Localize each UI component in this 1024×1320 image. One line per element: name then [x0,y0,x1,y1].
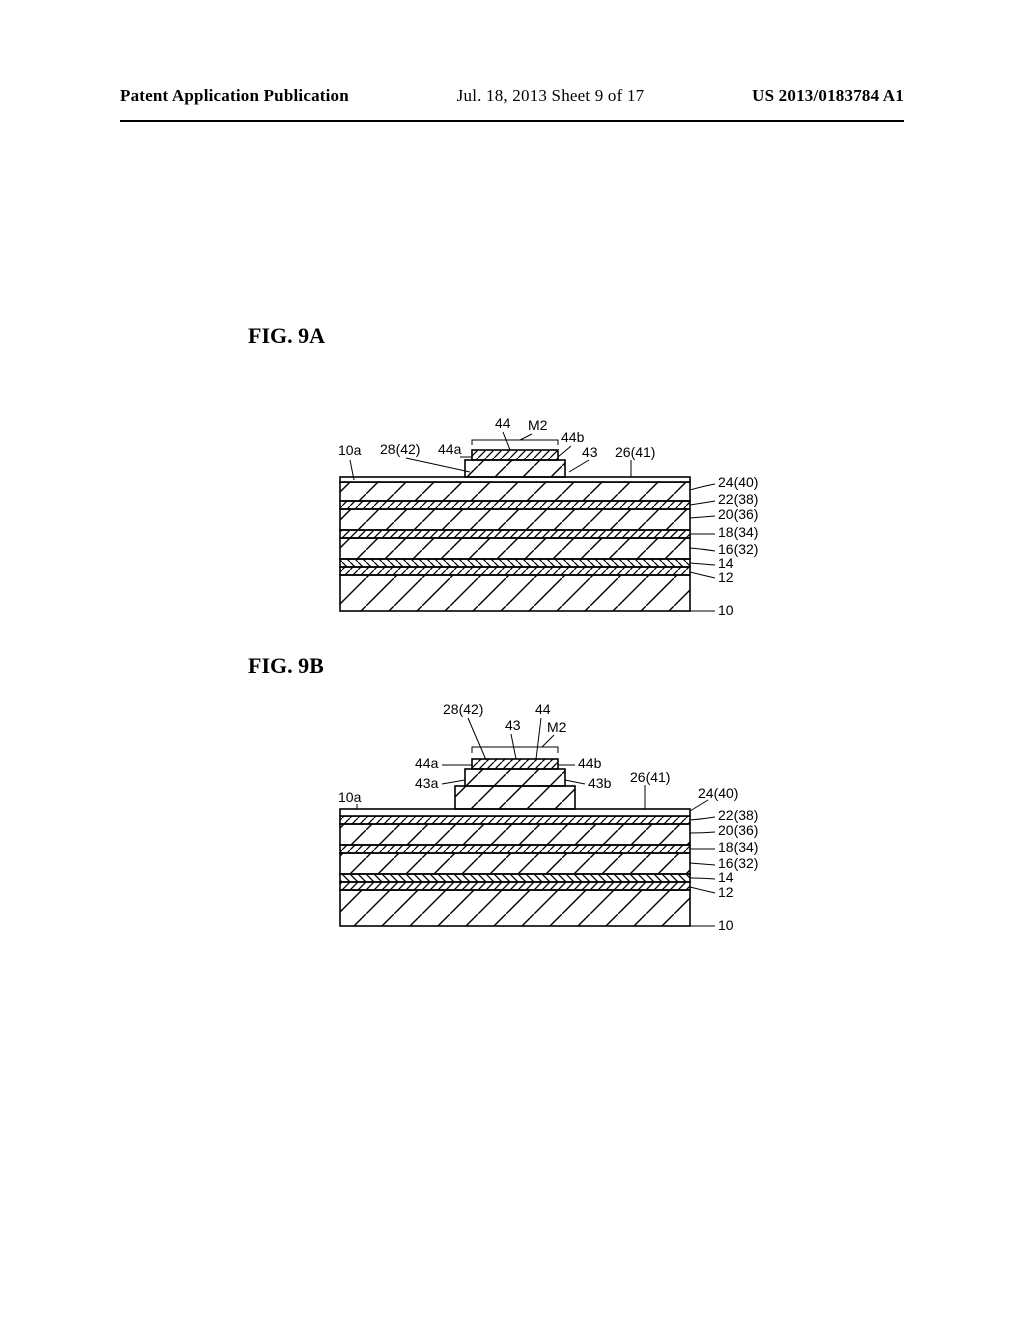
b-M2: M2 [547,719,567,735]
lbl-2641: 26(41) [615,444,655,460]
r-10: 10 [718,602,734,618]
header-mid: Jul. 18, 2013 Sheet 9 of 17 [457,86,645,114]
header-right: US 2013/0183784 A1 [752,86,904,114]
page: Patent Application Publication Jul. 18, … [0,0,1024,1320]
fig-9b: 28(42) 43 44 M2 10a 44a 43a 44b 43b [310,690,830,975]
lbl-44: 44 [495,415,511,431]
br-2238: 22(38) [718,807,758,823]
b-43: 43 [505,717,521,733]
b-43b: 43b [588,775,612,791]
r-2036: 20(36) [718,506,758,522]
r-1834: 18(34) [718,524,758,540]
header-left: Patent Application Publication [120,86,349,114]
fig-9b-label: FIG. 9B [248,653,324,679]
b-44a: 44a [415,755,439,771]
b-44: 44 [535,701,551,717]
lbl-44b: 44b [561,429,585,445]
b-2641: 26(41) [630,769,670,785]
br-12: 12 [718,884,734,900]
lbl-M2: M2 [528,417,548,433]
fig-9b-svg: 28(42) 43 44 M2 10a 44a 43a 44b 43b [310,690,830,970]
fig-9a: 10a 28(42) 44a 44 M2 44b 43 26(41) 24(40… [310,410,830,655]
br-10: 10 [718,917,734,933]
page-header: Patent Application Publication Jul. 18, … [120,86,904,122]
b-2842: 28(42) [443,701,483,717]
r-2238: 22(38) [718,491,758,507]
lbl-43: 43 [582,444,598,460]
fig-9a-svg: 10a 28(42) 44a 44 M2 44b 43 26(41) 24(40… [310,410,830,650]
br-2036: 20(36) [718,822,758,838]
b-44b: 44b [578,755,602,771]
r-12: 12 [718,569,734,585]
br-1834: 18(34) [718,839,758,855]
r-2440: 24(40) [718,474,758,490]
b-2440: 24(40) [698,785,738,801]
br-14: 14 [718,869,734,885]
lbl-2842: 28(42) [380,441,420,457]
fig-9a-label: FIG. 9A [248,323,325,349]
b-10a: 10a [338,789,362,805]
lbl-10a: 10a [338,442,362,458]
b-43a: 43a [415,775,439,791]
lbl-44a: 44a [438,441,462,457]
